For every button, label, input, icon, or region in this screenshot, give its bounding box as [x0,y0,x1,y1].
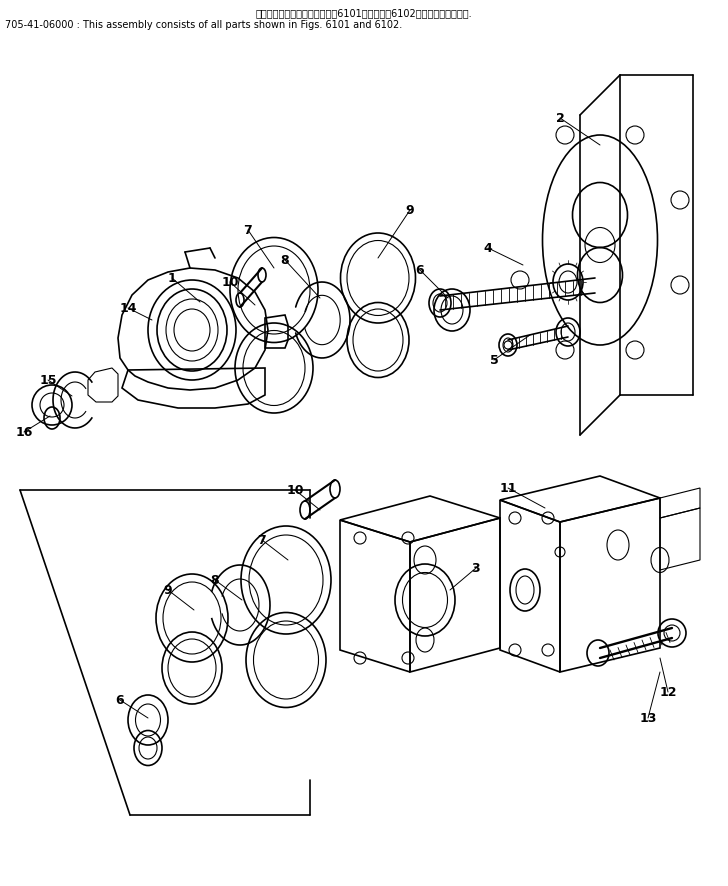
Text: 5: 5 [490,354,499,367]
Text: 8: 8 [210,573,219,587]
Text: 11: 11 [499,481,517,494]
Text: 13: 13 [639,711,657,725]
Text: 7: 7 [258,533,266,547]
Text: 10: 10 [286,484,304,496]
Text: 7: 7 [244,223,253,237]
Text: 6: 6 [116,694,124,706]
Text: 15: 15 [39,374,57,386]
Text: 14: 14 [119,301,137,315]
Text: 9: 9 [164,584,173,596]
Text: 12: 12 [660,686,677,698]
Text: 6: 6 [416,263,424,276]
Text: 9: 9 [405,204,414,216]
Text: 2: 2 [555,112,564,125]
Text: 4: 4 [483,242,492,254]
Text: 16: 16 [15,425,33,439]
Text: 10: 10 [221,276,239,289]
Text: このアセンブリの構成部品は第6101図および第6102図の部品を含みます.: このアセンブリの構成部品は第6101図および第6102図の部品を含みます. [256,8,472,18]
Text: 1: 1 [167,271,176,284]
Text: 8: 8 [281,253,289,267]
Text: 705-41-06000 : This assembly consists of all parts shown in Figs. 6101 and 6102.: 705-41-06000 : This assembly consists of… [5,20,403,30]
Text: 3: 3 [472,562,480,574]
